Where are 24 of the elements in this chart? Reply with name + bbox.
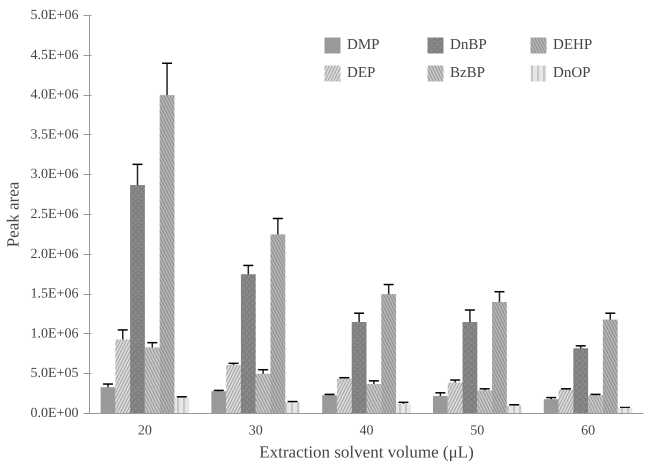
- y-tick-label: 5.0E+06: [30, 8, 79, 23]
- y-axis-title: Peak area: [4, 181, 23, 248]
- y-tick-label: 5.0E+05: [30, 366, 79, 382]
- legend-label: DEP: [347, 64, 376, 82]
- legend-label: BzBP: [450, 64, 486, 82]
- x-tick-label: 50: [470, 424, 484, 438]
- x-tick-label: 60: [581, 424, 596, 438]
- y-tick-label: 4.0E+06: [30, 88, 79, 103]
- y-tick-label: 1.0E+06: [30, 326, 79, 342]
- x-tick-label: 30: [248, 424, 263, 438]
- legend-label: DnBP: [450, 36, 488, 54]
- y-tick-label: 4.5E+06: [30, 48, 79, 63]
- x-tick-label: 40: [360, 424, 374, 438]
- y-tick-label: 3.0E+06: [30, 167, 79, 182]
- y-tick-label: 2.0E+06: [30, 246, 79, 262]
- y-tick-label: 2.5E+06: [30, 207, 79, 222]
- legend-label: DMP: [347, 36, 381, 54]
- y-tick-label: 3.5E+06: [30, 127, 79, 142]
- x-tick-label: 20: [138, 424, 152, 438]
- y-tick-label: 1.5E+06: [30, 286, 79, 302]
- x-axis-title: Extraction solvent volume (μL): [259, 442, 474, 462]
- legend-label: DEHP: [553, 36, 594, 54]
- legend-label: DnOP: [553, 64, 592, 82]
- y-tick-label: 0.0E+00: [30, 406, 79, 421]
